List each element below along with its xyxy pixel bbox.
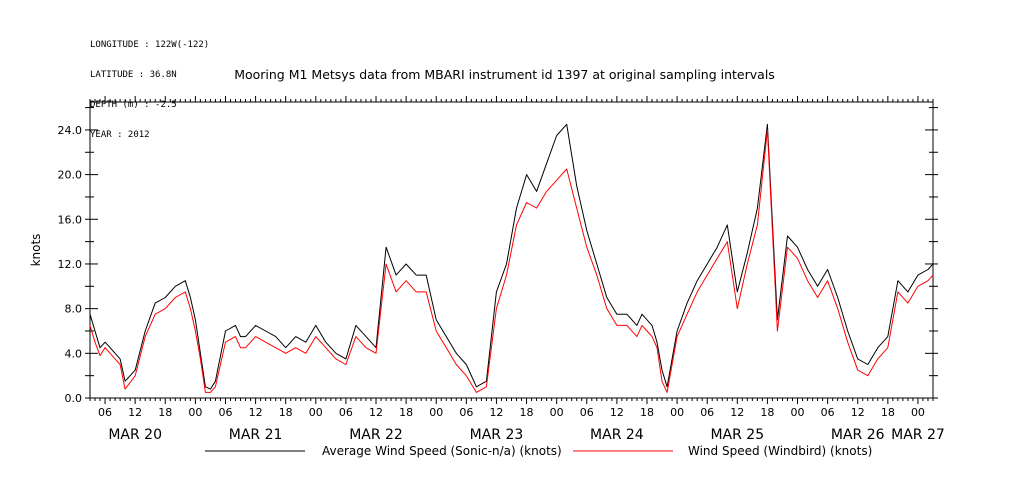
x-hour-tick-label: 18 [640,406,654,419]
x-hour-tick-label: 00 [188,406,202,419]
x-hour-tick-label: 12 [851,406,865,419]
depth-text: DEPTH (m) : -2.5 [90,100,177,110]
x-hour-tick-label: 06 [339,406,353,419]
legend-label-sonic: Average Wind Speed (Sonic-n/a) (knots) [322,444,562,458]
x-hour-tick-label: 18 [760,406,774,419]
x-hour-tick-label: 00 [550,406,564,419]
y-tick-label: 20.0 [58,169,83,182]
x-day-label: MAR 24 [590,427,644,443]
x-hour-tick-label: 06 [700,406,714,419]
x-day-label: MAR 27 [891,427,945,443]
chart-title: Mooring M1 Metsys data from MBARI instru… [234,67,775,82]
x-hour-tick-label: 12 [489,406,503,419]
x-day-label: MAR 20 [108,427,162,443]
x-day-label: MAR 23 [470,427,524,443]
x-hour-tick-label: 06 [821,406,835,419]
x-hour-tick-label: 18 [279,406,293,419]
x-day-label: MAR 22 [349,427,403,443]
x-hour-tick-label: 06 [459,406,473,419]
x-hour-tick-label: 06 [218,406,232,419]
x-hour-tick-label: 00 [911,406,925,419]
x-hour-tick-label: 12 [369,406,383,419]
latitude-text: LATITUDE : 36.8N [90,70,177,80]
series-line-windbird [89,129,934,393]
y-tick-label: 4.0 [65,347,83,360]
x-hour-tick-label: 12 [128,406,142,419]
x-hour-tick-label: 06 [580,406,594,419]
x-hour-tick-label: 18 [881,406,895,419]
x-hour-tick-label: 06 [98,406,112,419]
longitude-text: LONGITUDE : 122W(-122) [90,40,210,50]
y-tick-label: 8.0 [65,303,83,316]
x-hour-tick-label: 00 [791,406,805,419]
y-axis-title: knots [29,234,43,267]
x-hour-tick-label: 00 [670,406,684,419]
x-hour-tick-label: 00 [309,406,323,419]
y-tick-label: 12.0 [58,258,83,271]
x-hour-tick-label: 00 [429,406,443,419]
x-hour-tick-label: 18 [399,406,413,419]
x-hour-tick-label: 12 [730,406,744,419]
year-text: YEAR : 2012 [90,130,150,140]
x-hour-tick-label: 12 [610,406,624,419]
series-line-sonic [89,123,934,390]
y-tick-label: 16.0 [58,213,83,226]
y-tick-label: 24.0 [58,124,83,137]
metadata-block: LONGITUDE : 122W(-122) LATITUDE : 36.8N … [90,20,209,150]
x-hour-tick-label: 18 [158,406,172,419]
x-hour-tick-label: 18 [520,406,534,419]
x-day-label: MAR 21 [229,427,283,443]
legend-label-windbird: Wind Speed (Windbird) (knots) [688,444,872,458]
y-tick-label: 0.0 [65,392,83,405]
x-day-label: MAR 26 [831,427,885,443]
x-hour-tick-label: 12 [249,406,263,419]
x-day-label: MAR 25 [710,427,764,443]
